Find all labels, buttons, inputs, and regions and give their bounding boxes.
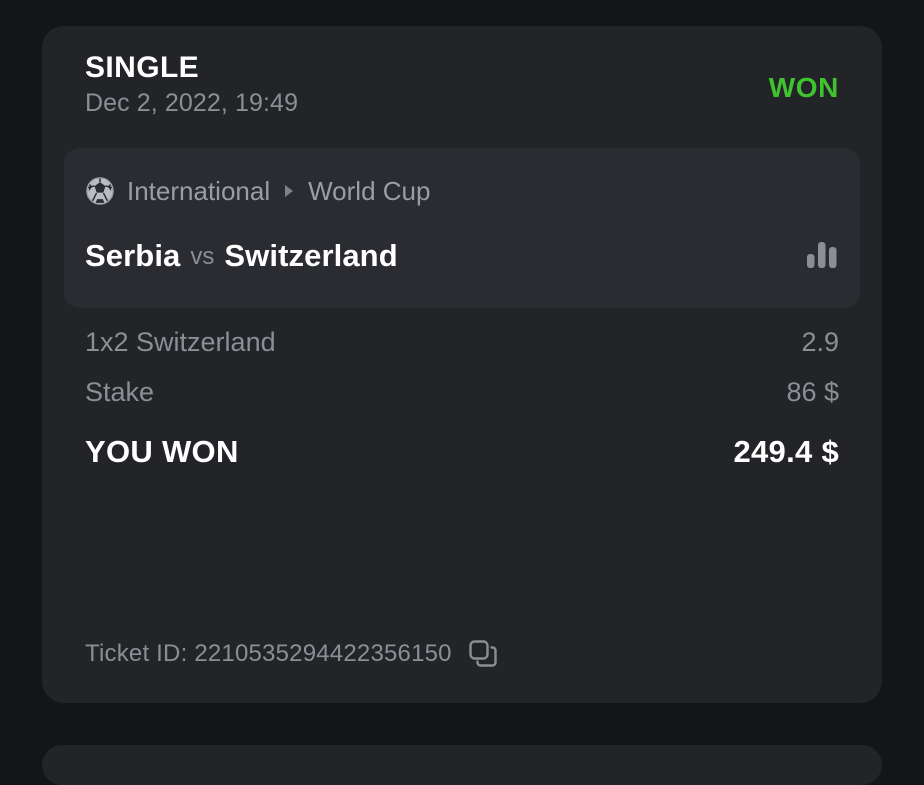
bet-ticket-card[interactable]: SINGLE Dec 2, 2022, 19:49 WON <box>42 26 882 703</box>
payout-value: 249.4 $ <box>733 434 839 469</box>
copy-icon[interactable] <box>468 639 498 669</box>
stake-value: 86 $ <box>786 377 839 407</box>
vs-separator: vs <box>190 243 215 270</box>
stake-row: Stake 86 $ <box>85 376 839 426</box>
stake-label: Stake <box>85 377 155 407</box>
ticket-header: SINGLE Dec 2, 2022, 19:49 WON <box>42 26 882 150</box>
ticket-id-label: Ticket ID: 2210535294422356150 <box>85 640 452 667</box>
bar-chart-icon[interactable] <box>804 237 840 271</box>
bet-type-label: SINGLE <box>85 51 200 84</box>
payout-row: YOU WON 249.4 $ <box>85 436 839 494</box>
selection-odds: 2.9 <box>801 327 839 357</box>
status-badge: WON <box>768 72 839 103</box>
chevron-right-icon <box>285 185 294 197</box>
selection-label: 1x2 Switzerland <box>85 327 276 357</box>
match-block[interactable]: International World Cup Serbia vs Switze… <box>64 148 860 308</box>
ticket-footer: Ticket ID: 2210535294422356150 <box>85 639 498 669</box>
match-teams[interactable]: Serbia vs Switzerland <box>85 234 840 278</box>
league-name: International <box>127 176 271 206</box>
next-bet-ticket-card[interactable] <box>42 745 882 785</box>
bet-details: 1x2 Switzerland 2.9 Stake 86 $ YOU WON 2… <box>85 326 839 494</box>
soccer-ball-icon <box>85 176 115 206</box>
breadcrumb[interactable]: International World Cup <box>85 174 430 208</box>
home-team-name: Serbia <box>85 238 181 273</box>
competition-name: World Cup <box>308 176 431 206</box>
selection-row: 1x2 Switzerland 2.9 <box>85 326 839 376</box>
bet-placed-timestamp: Dec 2, 2022, 19:49 <box>85 89 299 117</box>
payout-label: YOU WON <box>85 434 239 469</box>
away-team-name: Switzerland <box>224 238 398 273</box>
